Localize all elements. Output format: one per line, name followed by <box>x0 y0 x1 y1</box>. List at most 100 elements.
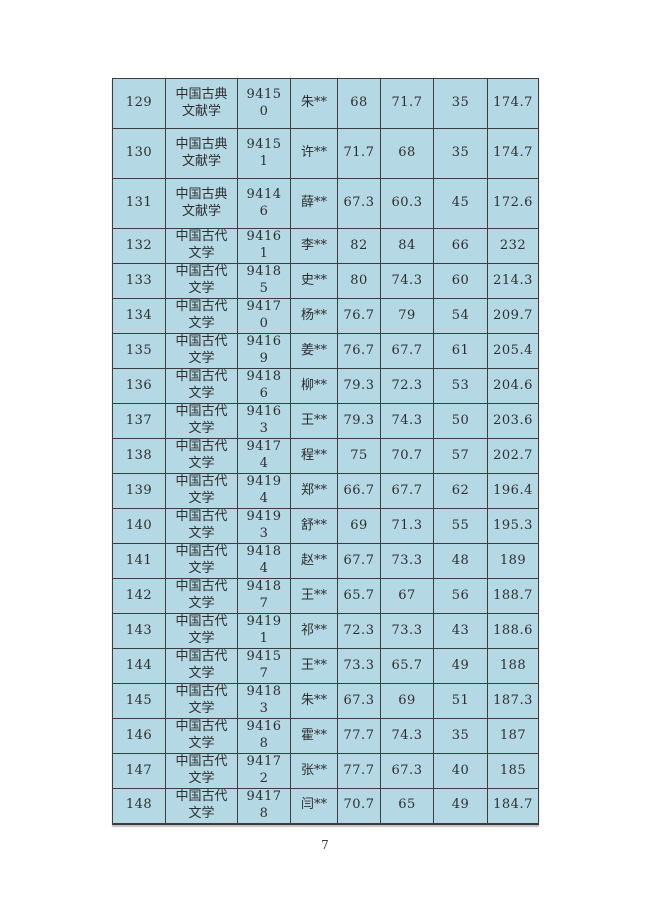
cell-major: 中国古代文学 <box>165 333 238 369</box>
cell-exam-id: 94163 <box>237 403 291 439</box>
cell-score-1: 72.3 <box>337 613 381 649</box>
cell-major: 中国古代文学 <box>165 403 238 439</box>
cell-name: 张** <box>290 753 338 789</box>
cell-row-index: 141 <box>112 543 166 579</box>
cell-score-1: 75 <box>337 438 381 474</box>
cell-total: 196.4 <box>487 473 539 509</box>
cell-score-1: 77.7 <box>337 753 381 789</box>
cell-row-index: 135 <box>112 333 166 369</box>
cell-score-3: 48 <box>433 543 488 579</box>
cell-score-3: 53 <box>433 368 488 404</box>
table-row: 146 中国古代文学 94168 霍** 77.7 74.3 35 187 <box>112 718 539 754</box>
cell-score-1: 67.3 <box>337 178 381 229</box>
cell-exam-id: 94185 <box>237 263 291 299</box>
cell-row-index: 146 <box>112 718 166 754</box>
cell-score-2: 67.7 <box>380 333 434 369</box>
table-row: 136 中国古代文学 94186 柳** 79.3 72.3 53 204.6 <box>112 368 539 404</box>
score-table: 129 中国古典文献学 94150 朱** 68 71.7 35 174.7 1… <box>112 78 539 825</box>
cell-row-index: 130 <box>112 128 166 179</box>
cell-exam-id: 94191 <box>237 613 291 649</box>
cell-exam-id: 94157 <box>237 648 291 684</box>
cell-row-index: 137 <box>112 403 166 439</box>
cell-name: 杨** <box>290 298 338 334</box>
cell-score-2: 65.7 <box>380 648 434 684</box>
score-table-body: 129 中国古典文献学 94150 朱** 68 71.7 35 174.7 1… <box>112 78 539 825</box>
cell-score-1: 65.7 <box>337 578 381 614</box>
cell-row-index: 133 <box>112 263 166 299</box>
cell-major: 中国古代文学 <box>165 543 238 579</box>
cell-row-index: 132 <box>112 228 166 264</box>
cell-total: 188 <box>487 648 539 684</box>
cell-name: 朱** <box>290 78 338 129</box>
cell-name: 李** <box>290 228 338 264</box>
cell-score-1: 77.7 <box>337 718 381 754</box>
cell-total: 174.7 <box>487 78 539 129</box>
cell-score-2: 74.3 <box>380 263 434 299</box>
cell-row-index: 139 <box>112 473 166 509</box>
cell-row-index: 145 <box>112 683 166 719</box>
cell-major: 中国古代文学 <box>165 683 238 719</box>
cell-score-2: 71.7 <box>380 78 434 129</box>
cell-exam-id: 94170 <box>237 298 291 334</box>
cell-exam-id: 94193 <box>237 508 291 544</box>
table-row: 142 中国古代文学 94187 王** 65.7 67 56 188.7 <box>112 578 539 614</box>
cell-major: 中国古代文学 <box>165 368 238 404</box>
cell-score-1: 79.3 <box>337 368 381 404</box>
cell-row-index: 136 <box>112 368 166 404</box>
cell-score-3: 35 <box>433 78 488 129</box>
cell-row-index: 144 <box>112 648 166 684</box>
cell-row-index: 134 <box>112 298 166 334</box>
cell-major: 中国古代文学 <box>165 753 238 789</box>
table-row: 143 中国古代文学 94191 祁** 72.3 73.3 43 188.6 <box>112 613 539 649</box>
cell-exam-id: 94161 <box>237 228 291 264</box>
cell-major: 中国古代文学 <box>165 718 238 754</box>
cell-name: 王** <box>290 578 338 614</box>
cell-major: 中国古代文学 <box>165 228 238 264</box>
table-row: 133 中国古代文学 94185 史** 80 74.3 60 214.3 <box>112 263 539 299</box>
cell-score-1: 67.7 <box>337 543 381 579</box>
cell-total: 174.7 <box>487 128 539 179</box>
cell-row-index: 142 <box>112 578 166 614</box>
cell-total: 189 <box>487 543 539 579</box>
table-row: 147 中国古代文学 94172 张** 77.7 67.3 40 185 <box>112 753 539 789</box>
cell-score-3: 56 <box>433 578 488 614</box>
cell-score-2: 74.3 <box>380 718 434 754</box>
cell-score-2: 84 <box>380 228 434 264</box>
cell-total: 187 <box>487 718 539 754</box>
cell-total: 172.6 <box>487 178 539 229</box>
cell-score-2: 73.3 <box>380 613 434 649</box>
cell-score-3: 54 <box>433 298 488 334</box>
table-row: 144 中国古代文学 94157 王** 73.3 65.7 49 188 <box>112 648 539 684</box>
cell-score-3: 49 <box>433 787 488 825</box>
table-row: 131 中国古典文献学 94146 薛** 67.3 60.3 45 172.6 <box>112 178 539 229</box>
cell-total: 202.7 <box>487 438 539 474</box>
cell-score-3: 51 <box>433 683 488 719</box>
cell-major: 中国古代文学 <box>165 578 238 614</box>
cell-name: 王** <box>290 648 338 684</box>
cell-exam-id: 94150 <box>237 78 291 129</box>
cell-score-3: 61 <box>433 333 488 369</box>
table-row: 148 中国古代文学 94178 闫** 70.7 65 49 184.7 <box>112 787 539 825</box>
cell-score-1: 71.7 <box>337 128 381 179</box>
cell-name: 史** <box>290 263 338 299</box>
cell-score-1: 68 <box>337 78 381 129</box>
table-row: 139 中国古代文学 94194 郑** 66.7 67.7 62 196.4 <box>112 473 539 509</box>
table-row: 140 中国古代文学 94193 舒** 69 71.3 55 195.3 <box>112 508 539 544</box>
cell-score-1: 82 <box>337 228 381 264</box>
cell-score-2: 74.3 <box>380 403 434 439</box>
cell-name: 柳** <box>290 368 338 404</box>
cell-total: 214.3 <box>487 263 539 299</box>
cell-exam-id: 94178 <box>237 787 291 825</box>
cell-total: 204.6 <box>487 368 539 404</box>
cell-score-2: 71.3 <box>380 508 434 544</box>
cell-score-2: 65 <box>380 787 434 825</box>
cell-score-1: 73.3 <box>337 648 381 684</box>
cell-score-2: 79 <box>380 298 434 334</box>
cell-total: 188.6 <box>487 613 539 649</box>
cell-score-3: 45 <box>433 178 488 229</box>
table-row: 137 中国古代文学 94163 王** 79.3 74.3 50 203.6 <box>112 403 539 439</box>
cell-name: 朱** <box>290 683 338 719</box>
cell-exam-id: 94184 <box>237 543 291 579</box>
table-row: 130 中国古典文献学 94151 许** 71.7 68 35 174.7 <box>112 128 539 179</box>
cell-row-index: 147 <box>112 753 166 789</box>
